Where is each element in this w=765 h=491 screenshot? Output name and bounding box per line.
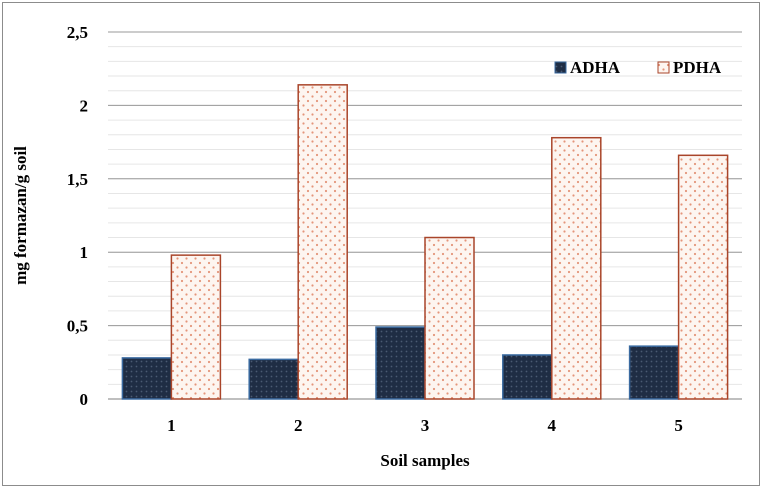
y-tick-label: 1,5 [67,170,88,189]
legend: ADHA PDHA [554,58,722,77]
y-tick-label: 2 [80,96,89,115]
x-axis-title: Soil samples [380,451,470,470]
legend-label-pdha: PDHA [673,58,722,77]
legend-swatch-pdha [657,61,670,74]
x-tick-label: 1 [167,416,176,435]
bar-pdha-3 [424,236,475,400]
x-tick-label: 5 [674,416,683,435]
y-tick-label: 0,5 [67,317,88,336]
x-tick-label: 3 [421,416,430,435]
axes: 0 0,5 1 1,5 2 2,5 1 2 3 4 5 Soil samples mg formazan… [11,23,683,470]
x-tick-label: 2 [294,416,303,435]
bar-adha-5 [628,345,680,400]
chart-frame [2,2,760,486]
bar-adha-1 [121,357,173,400]
bar-adha-2 [248,358,299,400]
bar-adha-3 [375,326,426,400]
y-tick-label: 1 [80,243,89,262]
bar-pdha-5 [677,154,729,400]
x-tick-label: 4 [548,416,557,435]
y-tick-label: 0 [80,390,89,409]
legend-swatch-adha [554,61,567,74]
bars [121,84,729,400]
bar-pdha-1 [170,254,222,400]
bar-pdha-2 [297,84,348,400]
legend-label-adha: ADHA [570,58,621,77]
bar-pdha-4 [551,136,602,400]
y-axis-title: mg formazan/g soil [11,146,30,285]
y-tick-label: 2,5 [67,23,88,42]
bar-adha-4 [502,354,553,400]
